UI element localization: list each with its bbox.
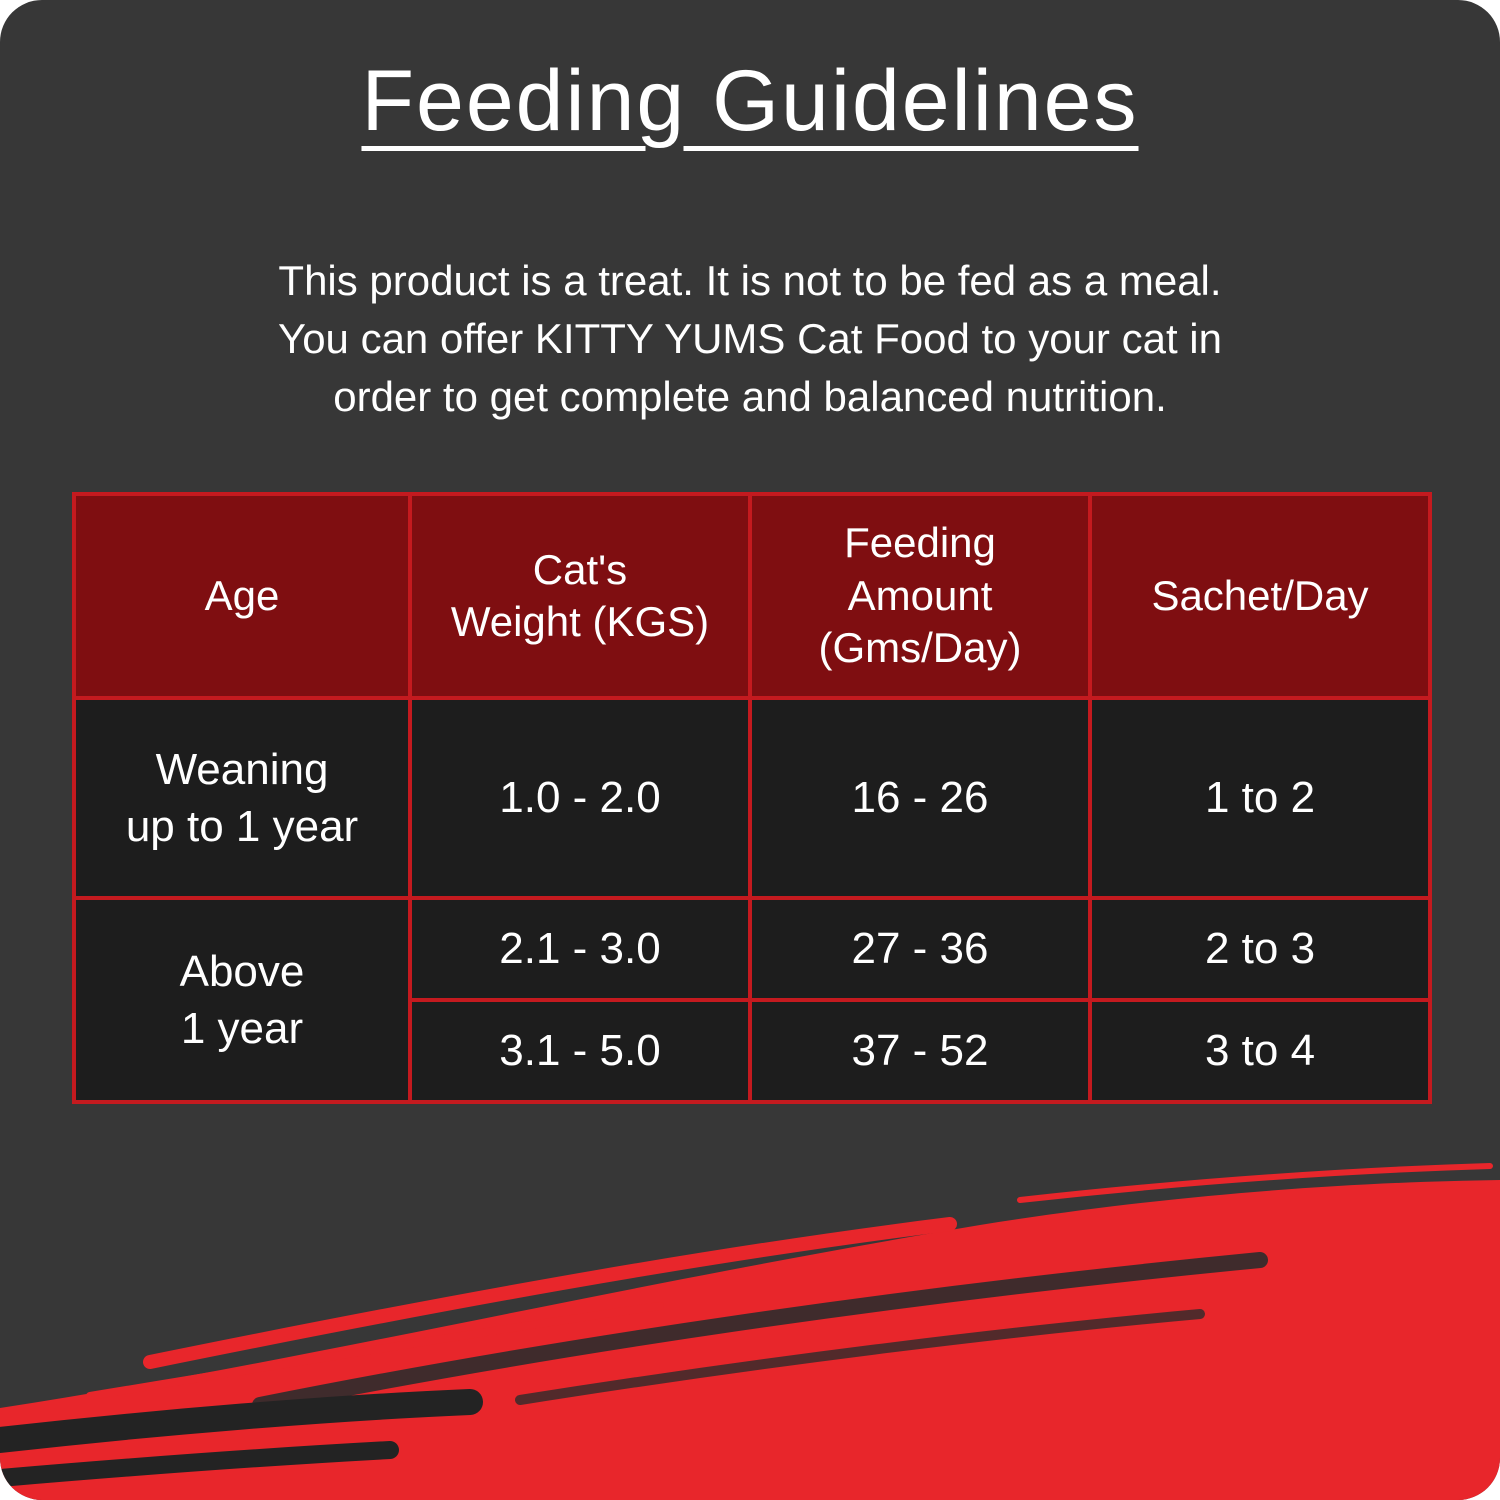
table-row: Above 1 year 2.1 - 3.0 27 - 36 2 to 3 [72,896,1432,1104]
red-brush-swoosh [0,1163,1500,1500]
cell-weight-row3: 3.1 - 5.0 [408,998,752,1104]
feeding-table: Age Cat's Weight (KGS) Feeding Amount (G… [72,492,1432,1104]
cell-amount-row2: 27 - 36 [748,896,1092,1002]
header-age: Age [72,492,412,700]
cell-age-above-1-year: Above 1 year [72,896,412,1104]
intro-text: This product is a treat. It is not to be… [278,257,1222,420]
cell-amount-row3: 37 - 52 [748,998,1092,1104]
cell-age-weaning: Weaning up to 1 year [72,696,412,900]
header-weight: Cat's Weight (KGS) [408,492,752,700]
table-header-row: Age Cat's Weight (KGS) Feeding Amount (G… [72,492,1432,700]
cell-sachet-row2: 2 to 3 [1088,896,1432,1002]
table-row: Weaning up to 1 year 1.0 - 2.0 16 - 26 1… [72,696,1432,900]
cell-sachet-row3: 3 to 4 [1088,998,1432,1104]
table-row: 3.1 - 5.0 37 - 52 3 to 4 [74,998,1432,1104]
cell-amount-row1: 16 - 26 [748,696,1092,900]
page-title: Feeding Guidelines [361,53,1139,149]
header-feeding-amount: Feeding Amount (Gms/Day) [748,492,1092,700]
cell-weight-row2: 2.1 - 3.0 [408,896,752,1002]
cell-sachet-row1: 1 to 2 [1088,696,1432,900]
header-sachet-per-day: Sachet/Day [1088,492,1432,700]
cell-weight-row1: 1.0 - 2.0 [408,696,752,900]
